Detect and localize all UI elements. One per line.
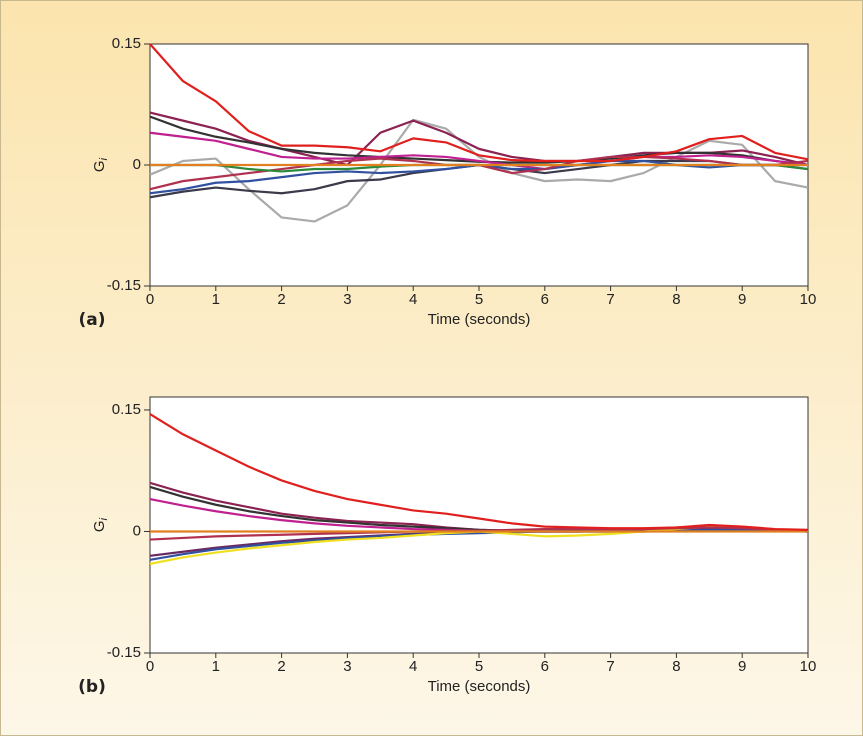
y-axis-label: Gi [91, 157, 110, 172]
x-tick-label: 2 [277, 658, 285, 675]
y-tick-label: 0.15 [112, 35, 141, 52]
x-tick-label: 3 [343, 658, 351, 675]
x-tick-label: 2 [277, 291, 285, 308]
y-tick-label: -0.15 [107, 277, 141, 294]
y-axis-label: Gi [91, 517, 110, 532]
y-axis-label-main: G [91, 160, 108, 172]
x-tick-label: 3 [343, 291, 351, 308]
x-tick-label: 9 [738, 658, 746, 675]
x-tick-label: 7 [606, 291, 614, 308]
x-tick-label: 1 [212, 291, 220, 308]
x-tick-label: 5 [475, 291, 483, 308]
series-line [149, 413, 809, 531]
y-axis-label-sub: i [98, 517, 110, 520]
x-tick-label: 6 [541, 291, 549, 308]
x-tick-label: 9 [738, 291, 746, 308]
x-axis-label: Time (seconds) [428, 678, 531, 695]
x-tick-label: 10 [800, 291, 817, 308]
y-tick-label: 0.15 [112, 401, 141, 418]
x-tick-label: 8 [672, 291, 680, 308]
y-tick-label: 0 [133, 156, 141, 173]
x-tick-label: 7 [606, 658, 614, 675]
x-tick-label: 4 [409, 658, 417, 675]
y-tick-label: -0.15 [107, 644, 141, 661]
x-tick-label: 0 [146, 291, 154, 308]
series-line [149, 43, 809, 163]
x-tick-label: 8 [672, 658, 680, 675]
series-line [149, 131, 809, 171]
y-tick-label: 0 [133, 522, 141, 539]
x-tick-label: 4 [409, 291, 417, 308]
y-axis-label-main: G [91, 520, 108, 532]
x-tick-label: 1 [212, 658, 220, 675]
panel-label: (b) [78, 677, 106, 697]
y-axis-label-sub: i [98, 157, 110, 160]
x-tick-label: 10 [800, 658, 817, 675]
series-line [149, 528, 809, 561]
panel-label: (a) [78, 310, 105, 330]
x-tick-label: 6 [541, 658, 549, 675]
x-tick-label: 0 [146, 658, 154, 675]
series-line [149, 118, 809, 223]
x-axis-label: Time (seconds) [428, 311, 531, 328]
x-tick-label: 5 [475, 658, 483, 675]
